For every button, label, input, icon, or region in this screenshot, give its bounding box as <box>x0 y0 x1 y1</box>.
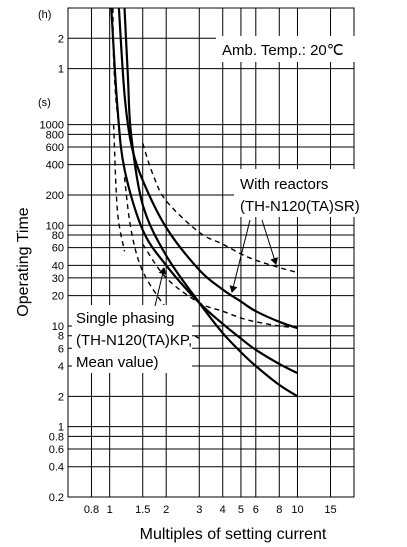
y-tick-label: 0.4 <box>49 462 64 474</box>
y-tick-label: 1 <box>58 422 64 434</box>
x-tick-label: 2 <box>163 504 169 516</box>
y-tick-label: 400 <box>46 160 64 172</box>
x-tick-label: 5 <box>238 504 244 516</box>
x-tick-label: 0.8 <box>84 504 99 516</box>
single-phasing-line3: Mean value) <box>76 354 159 371</box>
curve-dashed-3 <box>112 7 120 125</box>
y-tick-label: 40 <box>52 260 64 272</box>
y-axis-label: Operating Time <box>15 207 32 316</box>
x-axis-label: Multiples of setting current <box>140 526 327 543</box>
tick-labels: 0.8 1 1.5 2 3 4 5 6 8 10 150.20.40.60.812468102030… <box>40 33 337 516</box>
x-tick-label: 1.5 <box>135 504 150 516</box>
grid <box>67 7 355 498</box>
hours-unit-label: (h) <box>38 9 51 21</box>
single-phasing-line2: (TH-N120(TA)KP, <box>76 332 192 349</box>
x-tick-label: 8 <box>276 504 282 516</box>
x-tick-label: 4 <box>220 504 226 516</box>
curve-dashed-6 <box>123 177 200 340</box>
x-tick-label: 6 <box>253 504 259 516</box>
x-tick-label: 10 <box>291 504 303 516</box>
reactors-label-line1: With reactors <box>240 176 328 193</box>
curve-dashed-5 <box>142 243 298 329</box>
reactors-arrow-right <box>261 219 278 265</box>
ambient-label-bg <box>216 36 380 62</box>
reactors-label-bg <box>234 169 390 217</box>
single-phasing-arrow <box>154 267 167 307</box>
y-tick-label: 6 <box>58 343 64 355</box>
y-tick-label: 0.2 <box>49 492 64 504</box>
y-tick-label: 20 <box>52 291 64 303</box>
y-tick-label: 8 <box>58 331 64 343</box>
y-tick-label: 2 <box>58 33 64 45</box>
y-tick-label: 4 <box>58 361 64 373</box>
y-tick-label: 10 <box>52 321 64 333</box>
plot-frame <box>67 7 355 498</box>
x-tick-label: 15 <box>324 504 336 516</box>
reactors-arrow-left <box>229 219 251 293</box>
y-tick-label: 1000 <box>40 120 64 132</box>
reactors-label-line2: (TH-N120(TA)SR) <box>240 198 360 215</box>
curves <box>110 7 299 398</box>
y-tick-label: 800 <box>46 129 64 141</box>
curve-dashed-4 <box>142 143 298 274</box>
curve-solid-0 <box>117 7 298 330</box>
y-tick-label: 30 <box>52 273 64 285</box>
ambient-label: Amb. Temp.: 20℃ <box>222 42 344 59</box>
x-tick-label: 3 <box>196 504 202 516</box>
y-tick-label: 0.6 <box>49 444 64 456</box>
single-phasing-label-bg <box>72 305 192 373</box>
y-tick-label: 80 <box>52 230 64 242</box>
y-tick-label: 600 <box>46 142 64 154</box>
single-phasing-line1: Single phasing <box>76 310 174 327</box>
y-tick-label: 100 <box>46 220 64 232</box>
seconds-unit-label: (s) <box>38 97 51 109</box>
x-tick-label: 1 <box>107 504 113 516</box>
y-tick-label: 1 <box>58 64 64 76</box>
y-tick-label: 2 <box>58 391 64 403</box>
y-tick-label: 0.8 <box>49 431 64 443</box>
y-tick-label: 200 <box>46 190 64 202</box>
y-tick-label: 60 <box>52 243 64 255</box>
curve-dashed-7 <box>112 124 126 252</box>
